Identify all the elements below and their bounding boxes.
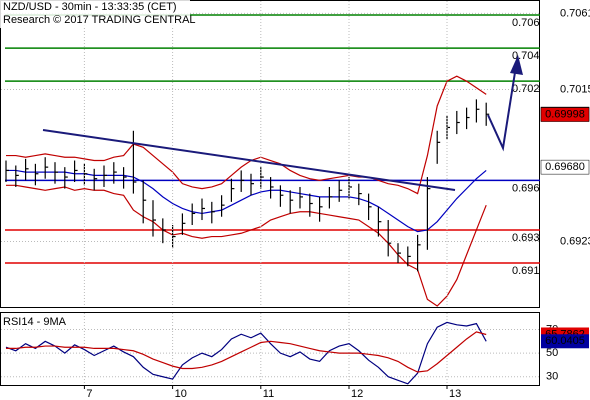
price-tag-label: 0.69998 xyxy=(545,108,585,120)
y-tick-label: 0.7015 xyxy=(560,83,590,95)
price-tag-label: 0.69680 xyxy=(545,161,585,173)
y-tick-label: 50 xyxy=(546,347,558,359)
level-label: 0.702 xyxy=(512,83,540,95)
indicator-line xyxy=(6,75,487,195)
credit: Research © 2017 TRADING CENTRAL xyxy=(3,14,196,26)
price-tag xyxy=(540,159,590,175)
indicator-line xyxy=(6,184,487,307)
price-frame xyxy=(0,0,540,308)
indicator-line xyxy=(5,321,487,385)
level-label: 0.706 xyxy=(512,17,540,29)
y-tick-label: 0.7061 xyxy=(560,7,590,19)
header-bg xyxy=(0,0,190,28)
trend-line xyxy=(42,129,456,191)
value-tag xyxy=(541,334,589,349)
indicator-line xyxy=(6,331,487,373)
rsi-frame xyxy=(0,312,540,386)
y-tick-label: 30 xyxy=(546,371,558,383)
x-tick-label: 13 xyxy=(449,388,461,400)
level-label: 0.691 xyxy=(512,265,540,277)
rsi-title: RSI14 - 9MA xyxy=(3,316,67,328)
projection-path xyxy=(487,65,517,152)
y-tick-label: 0.6923 xyxy=(560,235,590,247)
projection-arrowhead xyxy=(510,55,523,75)
x-tick-label: 11 xyxy=(263,388,274,400)
value-tag-label: 60.0405 xyxy=(545,335,585,347)
level-label: 0.696 xyxy=(512,182,540,194)
x-tick-label: 12 xyxy=(351,388,363,400)
x-tick-label: 10 xyxy=(175,388,187,400)
x-tick-label: 7 xyxy=(86,388,92,400)
title: NZD/USD - 30min - 13:33:35 (CET) xyxy=(3,1,177,13)
price-tag xyxy=(540,107,590,122)
level-label: 0.693 xyxy=(512,232,540,244)
